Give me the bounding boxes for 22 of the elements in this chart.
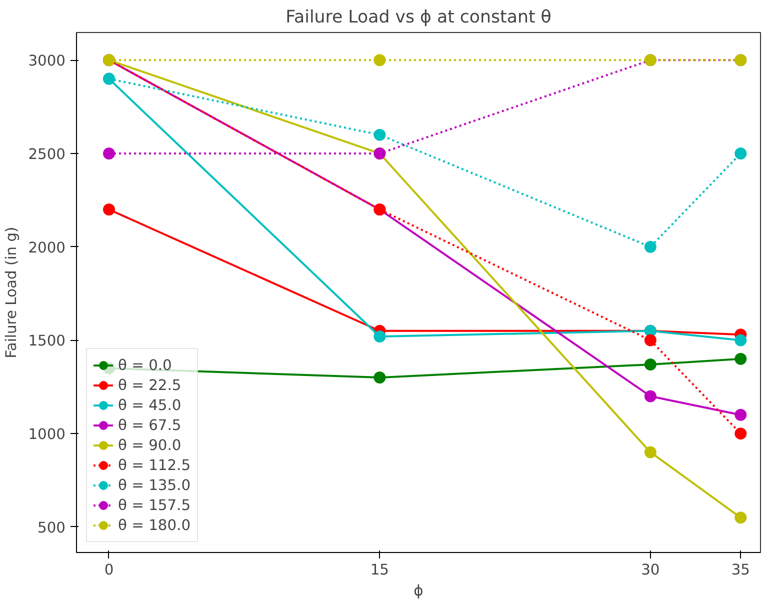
x-axis-title: ϕ [414,582,424,600]
y-tick-label: 1500 [28,332,66,350]
x-tick-label: 0 [104,562,114,578]
y-axis-title: Failure Load (in g) [3,226,20,358]
legend-label: θ = 135.0 [118,476,191,494]
legend-label: θ = 112.5 [118,456,191,474]
legend-label: θ = 90.0 [118,436,182,454]
y-tick-label: 3000 [28,52,66,70]
y-tick-label: 2000 [28,239,66,256]
x-tick-label: 35 [731,562,750,578]
x-tick-label: 30 [641,562,660,578]
legend-label: θ = 22.5 [118,376,182,394]
y-tick-label: 1000 [28,426,66,444]
y-tick-label: 500 [38,519,66,536]
legend-label: θ = 45.0 [118,396,182,414]
legend-label: θ = 180.0 [118,516,191,534]
chart-title: Failure Load vs ϕ at constant θ [286,8,552,28]
legend-label: θ = 157.5 [118,496,191,514]
x-tick-label: 15 [370,562,390,578]
legend-label: θ = 0.0 [118,356,172,374]
y-tick-label: 2500 [28,146,66,163]
legend-label: θ = 67.5 [118,416,182,434]
